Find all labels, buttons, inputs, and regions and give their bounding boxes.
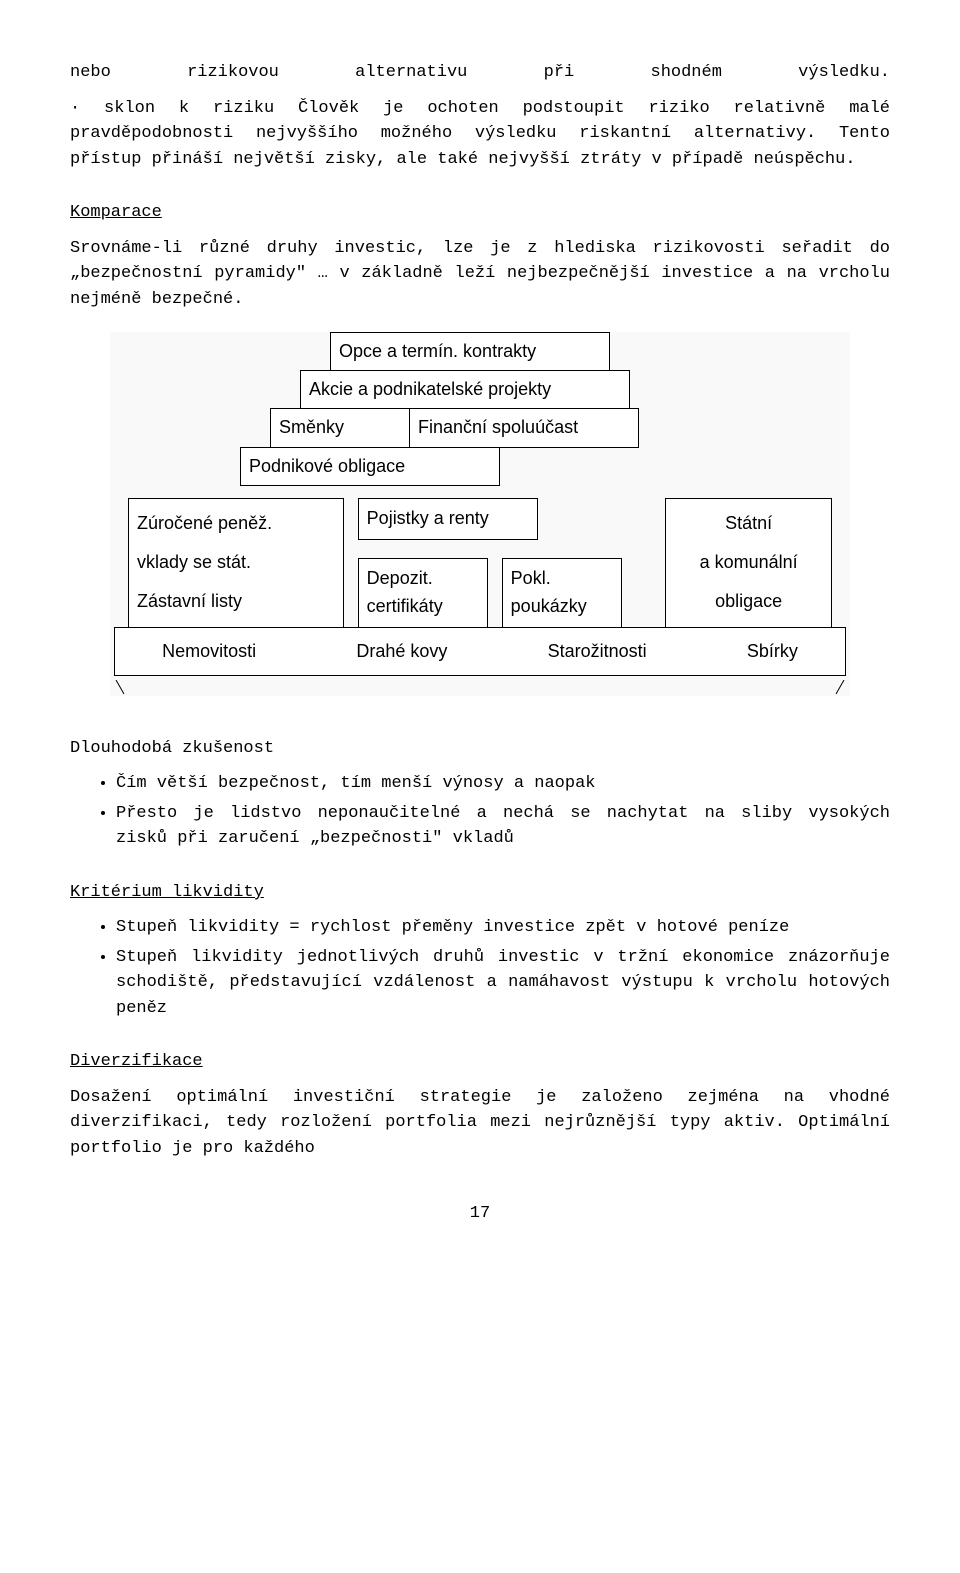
pyramid-box: Finanční spoluúčast (409, 408, 639, 447)
pyramid-box: Pokl. poukázky (502, 558, 622, 628)
pyramid-label: Podnikové obligace (249, 454, 405, 479)
heading-komparace: Komparace (70, 200, 890, 226)
pyramid-label: Drahé kovy (356, 638, 447, 665)
pyramid-label: Opce a termín. kontrakty (339, 339, 536, 364)
heading-diverzifikace: Diverzifikace (70, 1049, 890, 1075)
pyramid-base: Nemovitosti Drahé kovy Starožitnosti Sbí… (114, 627, 846, 676)
pyramid-box: Podnikové obligace (240, 447, 500, 486)
pyramid-box: Pojistky a renty (358, 498, 538, 540)
heading-dlouhodoba: Dlouhodobá zkušenost (70, 736, 890, 762)
pyramid-label: Zástavní listy (137, 589, 242, 614)
safety-pyramid: Opce a termín. kontrakty Akcie a podnika… (110, 332, 850, 696)
pyramid-label: Směnky (279, 415, 344, 440)
para-diverzifikace: Dosažení optimální investiční strategie … (70, 1085, 890, 1162)
para-top-2: · sklon k riziku Člověk je ochoten podst… (70, 96, 890, 173)
para-top-1: nebo rizikovou alternativu při shodném v… (70, 60, 890, 86)
pyramid-label: Pokl. (511, 566, 551, 591)
pyramid-box: Depozit. certifikáty (358, 558, 488, 628)
page-number: 17 (70, 1201, 890, 1227)
pyramid-label: certifikáty (367, 594, 443, 619)
pyramid-label: Státní (725, 511, 772, 536)
pyramid-box: Zúročené peněž. vklady se stát. Zástavní… (128, 498, 344, 628)
pyramid-label: obligace (715, 589, 782, 614)
pyramid-label: Finanční spoluúčast (418, 415, 578, 440)
pyramid-label: Akcie a podnikatelské projekty (309, 377, 551, 402)
list-item: Stupeň likvidity jednotlivých druhů inve… (116, 945, 890, 1022)
bullets-dlouhodoba: Čím větší bezpečnost, tím menší výnosy a… (70, 771, 890, 852)
pyramid-label: vklady se stát. (137, 550, 251, 575)
pyramid-base-lines (110, 680, 850, 696)
pyramid-label: a komunální (700, 550, 798, 575)
bullets-kriterium: Stupeň likvidity = rychlost přeměny inve… (70, 915, 890, 1021)
pyramid-box: Státní a komunální obligace (665, 498, 832, 628)
list-item: Stupeň likvidity = rychlost přeměny inve… (116, 915, 890, 941)
pyramid-label: Zúročené peněž. (137, 511, 272, 536)
pyramid-label: Pojistky a renty (367, 506, 489, 531)
list-item: Čím větší bezpečnost, tím menší výnosy a… (116, 771, 890, 797)
pyramid-box: Akcie a podnikatelské projekty (300, 370, 630, 409)
pyramid-label: Nemovitosti (162, 638, 256, 665)
pyramid-label: Sbírky (747, 638, 798, 665)
heading-kriterium: Kritérium likvidity (70, 880, 890, 906)
pyramid-box: Směnky (270, 408, 410, 447)
list-item: Přesto je lidstvo neponaučitelné a nechá… (116, 801, 890, 852)
pyramid-box: Opce a termín. kontrakty (330, 332, 610, 371)
para-komparace: Srovnáme-li různé druhy investic, lze je… (70, 236, 890, 313)
pyramid-label: Starožitnosti (548, 638, 647, 665)
pyramid-label: Depozit. (367, 566, 433, 591)
pyramid-label: poukázky (511, 594, 587, 619)
